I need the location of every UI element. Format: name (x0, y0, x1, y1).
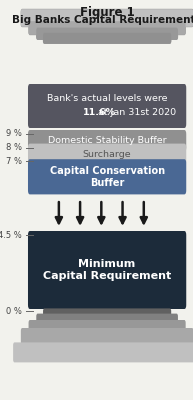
FancyBboxPatch shape (43, 308, 171, 319)
FancyBboxPatch shape (28, 159, 186, 194)
Text: 0 %: 0 % (6, 307, 22, 316)
Text: Capital Requirement: Capital Requirement (43, 271, 171, 282)
FancyBboxPatch shape (29, 21, 186, 35)
Text: Surcharge: Surcharge (83, 150, 131, 159)
FancyBboxPatch shape (43, 32, 171, 44)
FancyBboxPatch shape (28, 130, 186, 152)
FancyBboxPatch shape (28, 21, 186, 35)
FancyBboxPatch shape (36, 314, 178, 326)
FancyBboxPatch shape (28, 231, 186, 309)
Text: 8 %: 8 % (6, 143, 22, 152)
Text: 9 %: 9 % (6, 130, 22, 138)
Text: Domestic Stability Buffer: Domestic Stability Buffer (48, 136, 166, 145)
FancyBboxPatch shape (43, 33, 171, 44)
Text: Figure 1: Figure 1 (80, 6, 135, 19)
FancyBboxPatch shape (36, 28, 178, 40)
Text: 7 %: 7 % (6, 157, 22, 166)
Text: Bank's actual levels were: Bank's actual levels were (47, 94, 167, 103)
Text: Capital Conservation: Capital Conservation (50, 166, 165, 176)
Text: 4.5 %: 4.5 % (0, 230, 22, 240)
FancyBboxPatch shape (28, 144, 186, 165)
Text: Buffer: Buffer (90, 178, 124, 188)
FancyBboxPatch shape (21, 9, 193, 27)
Text: Minimum: Minimum (79, 259, 136, 270)
Text: 11.6%: 11.6% (83, 108, 116, 117)
FancyBboxPatch shape (21, 9, 193, 27)
FancyBboxPatch shape (21, 328, 193, 345)
FancyBboxPatch shape (28, 84, 186, 128)
FancyBboxPatch shape (13, 342, 193, 362)
Text: at Jan 31st 2020: at Jan 31st 2020 (95, 108, 176, 117)
FancyBboxPatch shape (36, 27, 178, 40)
Text: Big Banks Capital Requirements: Big Banks Capital Requirements (12, 15, 193, 25)
FancyBboxPatch shape (29, 320, 186, 334)
